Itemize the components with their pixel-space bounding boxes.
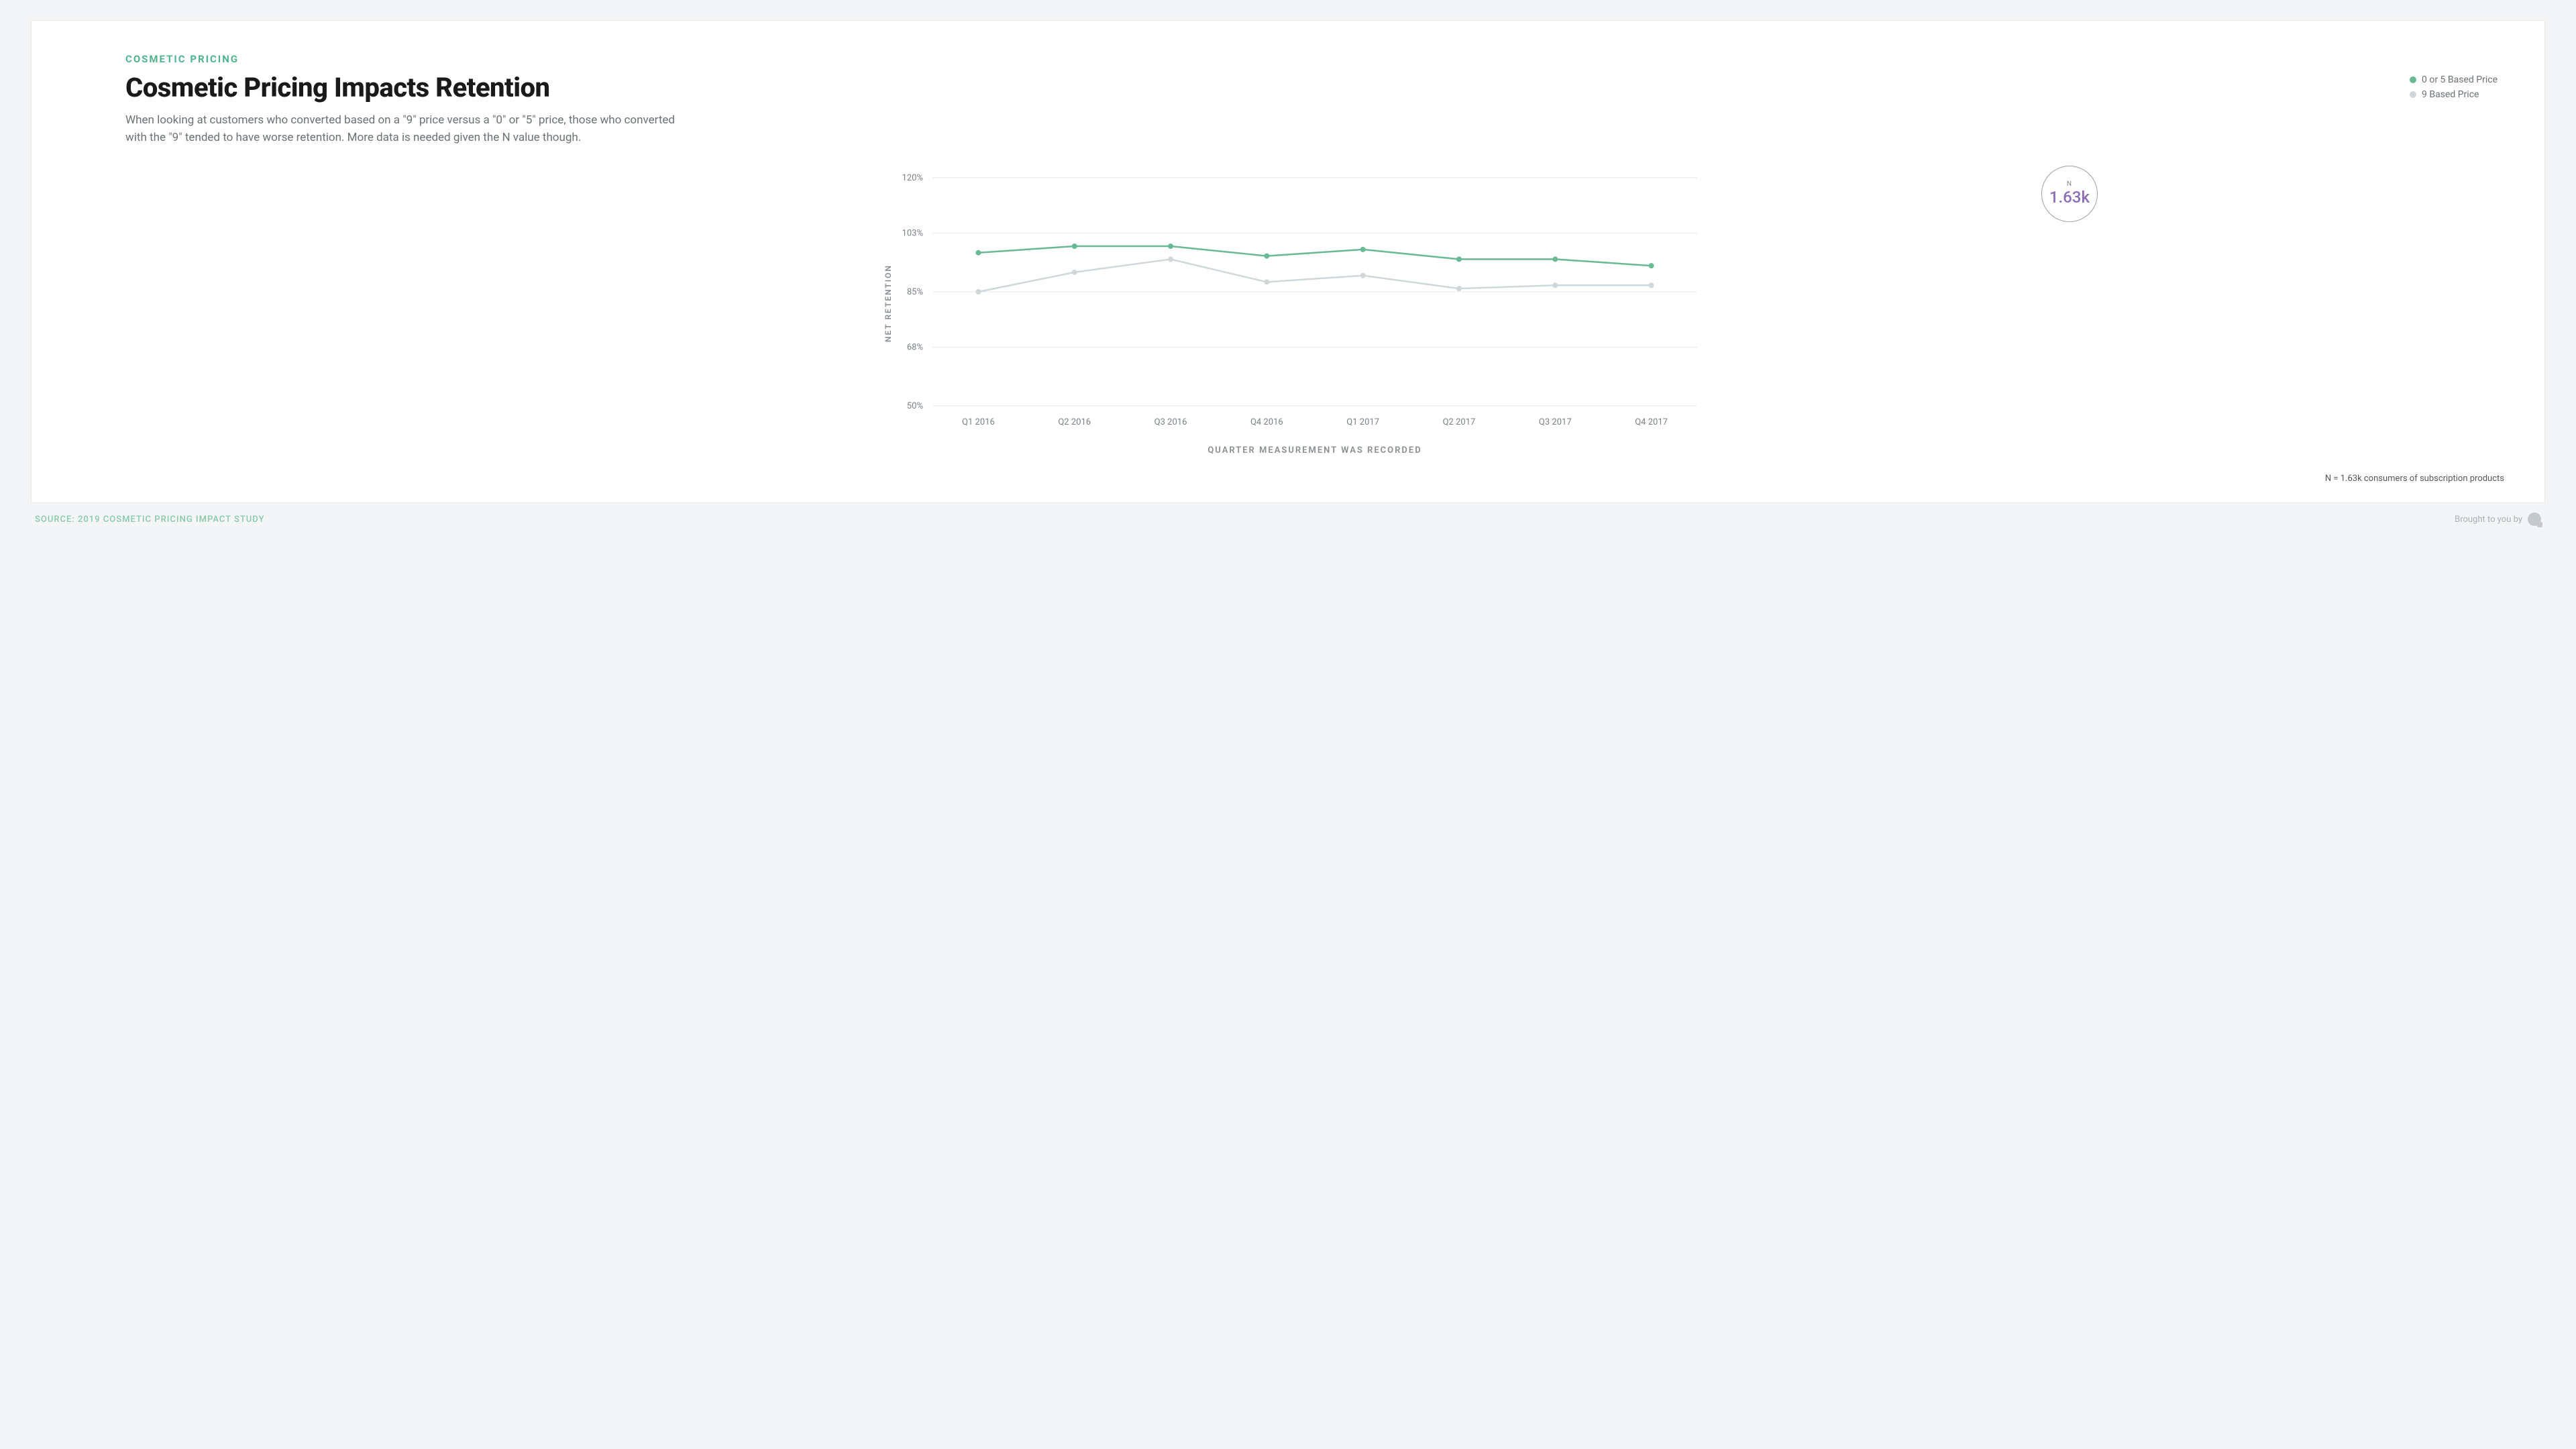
chart-subtitle: When looking at customers who converted … xyxy=(125,111,676,147)
logo-icon xyxy=(2528,513,2541,526)
svg-text:Q4 2016: Q4 2016 xyxy=(1250,417,1283,427)
legend-label: 9 Based Price xyxy=(2422,89,2479,100)
svg-text:Q3 2017: Q3 2017 xyxy=(1539,417,1572,427)
legend-label: 0 or 5 Based Price xyxy=(2422,74,2498,85)
svg-text:Q1 2016: Q1 2016 xyxy=(962,417,995,427)
legend: 0 or 5 Based Price 9 Based Price xyxy=(2410,74,2498,104)
line-chart: 50% 68% 85% 103% 120% NET RETENTION Q1 2016 Q2 … xyxy=(72,171,2504,466)
n-badge-label: N xyxy=(2067,180,2072,188)
legend-item-series-b: 9 Based Price xyxy=(2410,89,2498,100)
svg-text:120%: 120% xyxy=(902,173,923,183)
svg-text:Q2 2016: Q2 2016 xyxy=(1058,417,1091,427)
svg-text:Q1 2017: Q1 2017 xyxy=(1346,417,1379,427)
attribution: Brought to you by xyxy=(2455,513,2541,526)
svg-text:85%: 85% xyxy=(907,287,923,297)
chart-card: COSMETIC PRICING Cosmetic Pricing Impact… xyxy=(31,20,2545,503)
legend-dot-icon xyxy=(2410,76,2416,83)
svg-text:Q3 2016: Q3 2016 xyxy=(1155,417,1187,427)
chart-footnote: N = 1.63k consumers of subscription prod… xyxy=(2325,474,2504,484)
svg-text:NET RETENTION: NET RETENTION xyxy=(883,264,893,342)
source-text: SOURCE: 2019 COSMETIC PRICING IMPACT STU… xyxy=(35,515,264,525)
svg-text:103%: 103% xyxy=(902,228,923,238)
n-badge: N 1.63k xyxy=(2041,166,2098,222)
attribution-label: Brought to you by xyxy=(2455,515,2522,525)
legend-dot-icon xyxy=(2410,91,2416,98)
chart-title: Cosmetic Pricing Impacts Retention xyxy=(125,72,2504,103)
n-badge-value: 1.63k xyxy=(2049,188,2090,207)
legend-item-series-a: 0 or 5 Based Price xyxy=(2410,74,2498,85)
chart-area: N 1.63k 50% 68% 85% 103% 120% NET RETENTION Q1… xyxy=(72,171,2504,466)
eyebrow: COSMETIC PRICING xyxy=(125,53,2504,65)
svg-text:50%: 50% xyxy=(907,401,923,411)
svg-text:68%: 68% xyxy=(907,342,923,352)
svg-text:Q4 2017: Q4 2017 xyxy=(1635,417,1668,427)
svg-text:Q2 2017: Q2 2017 xyxy=(1443,417,1476,427)
page-footer: SOURCE: 2019 COSMETIC PRICING IMPACT STU… xyxy=(31,503,2545,526)
svg-text:QUARTER MEASUREMENT WAS RECORD: QUARTER MEASUREMENT WAS RECORDED xyxy=(1208,445,1421,455)
